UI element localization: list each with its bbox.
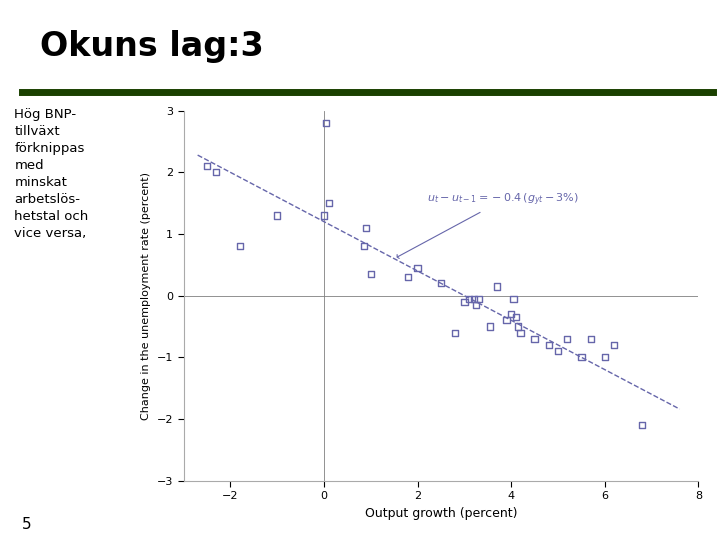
Point (323, 199, 334, 207)
Point (358, 242, 369, 251)
X-axis label: Output growth (percent): Output growth (percent) (365, 507, 517, 519)
Point (513, 322, 524, 331)
Text: Hög BNP-
tillväxt
förknippas
med
minskat
arbetslös-
hetstal och
vice versa,: Hög BNP- tillväxt förknippas med minskat… (14, 108, 89, 240)
Point (508, 294, 519, 303)
Text: $u_t - u_{t-1} = -0.4\,(g_{yt}-3\%)$: $u_t - u_{t-1} = -0.4\,(g_{yt}-3\%)$ (397, 192, 579, 259)
Point (585, 334, 596, 343)
Point (491, 282, 503, 291)
Point (468, 294, 480, 303)
Text: Okuns lag:3: Okuns lag:3 (40, 30, 264, 63)
Point (608, 341, 620, 349)
Point (510, 313, 521, 321)
Y-axis label: Change in the unemployment rate (percent): Change in the unemployment rate (percent… (141, 172, 151, 420)
Point (485, 322, 496, 331)
Point (202, 162, 213, 171)
Point (318, 211, 330, 220)
Point (365, 270, 377, 279)
Point (449, 328, 461, 337)
Point (528, 334, 540, 343)
Point (320, 119, 332, 127)
Point (412, 264, 423, 272)
Point (361, 224, 372, 232)
Point (464, 294, 475, 303)
Point (402, 273, 414, 281)
Point (515, 328, 526, 337)
Point (543, 341, 554, 349)
Point (472, 294, 484, 303)
Point (505, 310, 517, 319)
Point (562, 334, 573, 343)
Point (501, 316, 513, 325)
Point (470, 301, 482, 309)
Point (211, 168, 222, 177)
Text: 5: 5 (22, 517, 31, 532)
Point (271, 211, 283, 220)
Point (576, 353, 588, 362)
Point (459, 298, 470, 306)
Point (636, 421, 648, 429)
Point (234, 242, 246, 251)
Point (599, 353, 611, 362)
Point (435, 279, 446, 288)
Point (552, 347, 564, 355)
